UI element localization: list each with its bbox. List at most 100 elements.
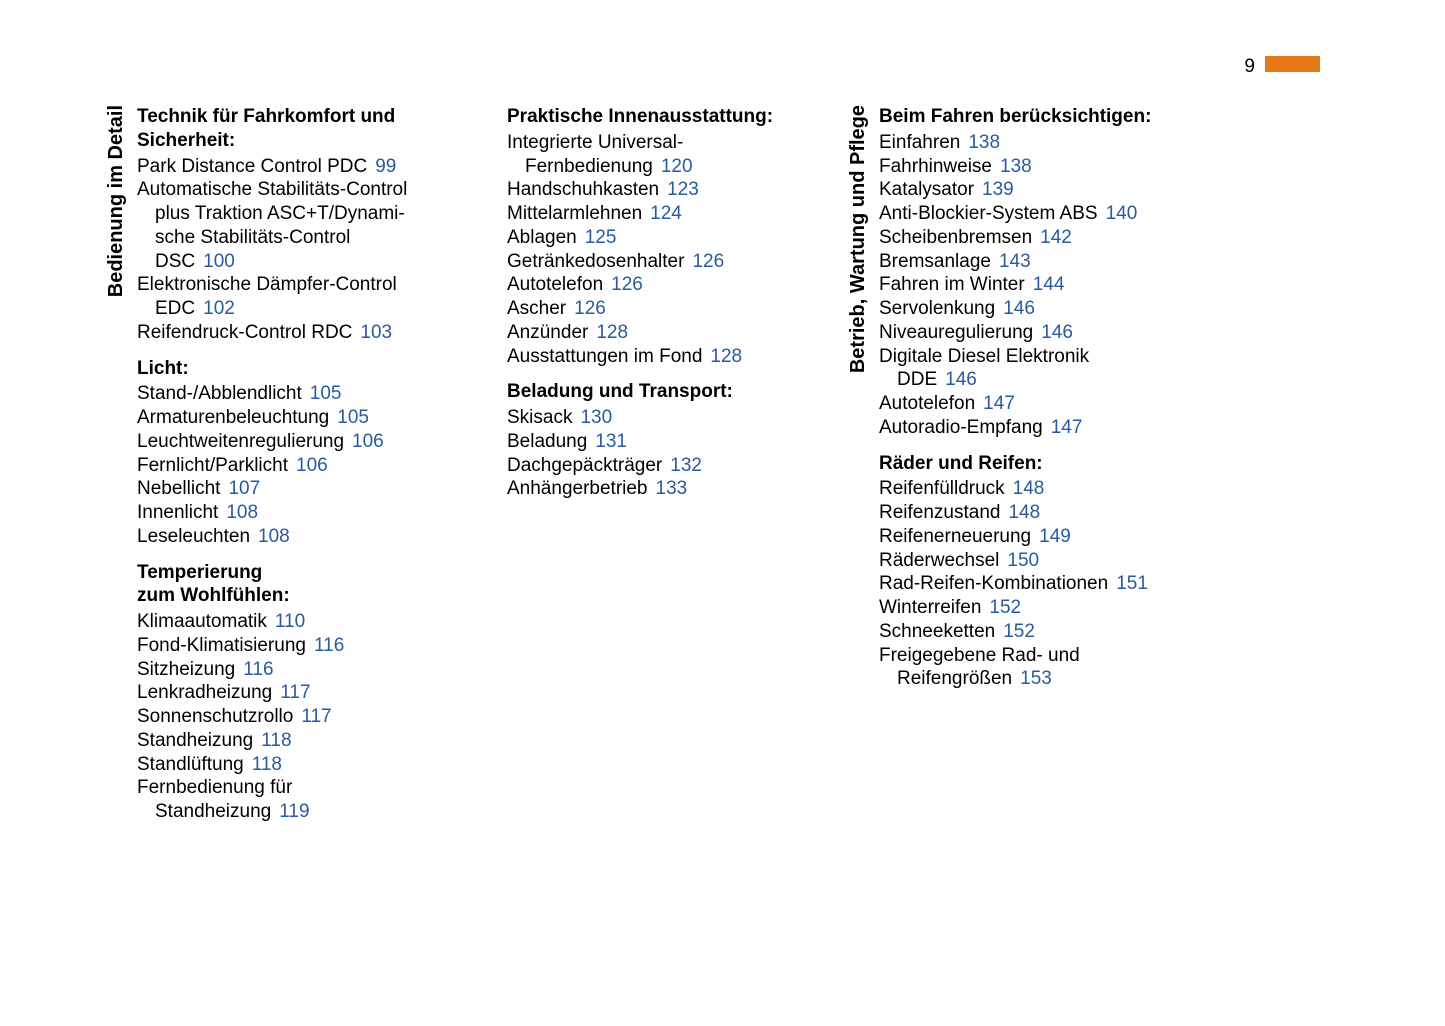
toc-entry[interactable]: Fond-Klimatisierung116 [137,634,467,658]
toc-entry[interactable]: Freigegebene Rad- undReifengrößen153 [879,644,1209,692]
toc-entry-page: 151 [1116,573,1148,594]
toc-entry-page: 138 [968,132,1000,153]
toc-entry[interactable]: Autoradio-Empfang147 [879,416,1209,440]
toc-entry[interactable]: Räderwechsel 150 [879,549,1209,573]
toc-entry-page: 110 [275,611,305,632]
toc-entry[interactable]: Reifendruck-Control RDC103 [137,321,467,345]
toc-entry-label: Integrierte Universal- [507,132,683,153]
toc-entry[interactable]: Klimaautomatik110 [137,610,467,634]
toc-entry-page: 105 [310,383,342,404]
toc-entry-page: 102 [203,298,235,319]
accent-tab [1265,56,1320,72]
toc-entry[interactable]: Reifenerneuerung149 [879,525,1209,549]
toc-entry-label: Fernlicht/Parklicht [137,455,288,476]
toc-entry[interactable]: Sonnenschutzrollo117 [137,705,467,729]
toc-entry[interactable]: Mittelarmlehnen124 [507,202,807,226]
column-body: Praktische Innenausstattung:Integrierte … [507,105,807,501]
toc-entry-page: 126 [574,298,606,319]
toc-entry-label: Schneeketten [879,621,995,642]
toc-entry[interactable]: Scheibenbremsen142 [879,226,1209,250]
toc-entry[interactable]: Nebellicht107 [137,477,467,501]
toc-entry[interactable]: Anhängerbetrieb133 [507,477,807,501]
toc-entry[interactable]: Fernbedienung fürStandheizung119 [137,776,467,824]
toc-entry[interactable]: Leuchtweitenregulierung 106 [137,430,467,454]
toc-entry[interactable]: Winterreifen152 [879,596,1209,620]
toc-entry-label: Leuchtweitenregulierung [137,431,344,452]
toc-entry[interactable]: Park Distance Control PDC99 [137,155,467,179]
toc-entry-page: 138 [1000,156,1032,177]
toc-entry-label: Räderwechsel [879,550,999,571]
toc-entry-page: 140 [1106,203,1138,224]
toc-entry-label: Niveauregulierung [879,322,1033,343]
toc-entry[interactable]: Digitale Diesel ElektronikDDE146 [879,345,1209,393]
toc-entry[interactable]: Stand-/Abblendlicht105 [137,382,467,406]
toc-entry-label: Fahrhinweise [879,156,992,177]
toc-entry-label: Scheibenbremsen [879,227,1032,248]
toc-entry[interactable]: Sitzheizung116 [137,658,467,682]
toc-entry-page: 150 [1007,550,1039,571]
toc-entry-label-cont: plus Traktion ASC+T/Dynami- [137,202,467,226]
toc-entry[interactable]: Lenkradheizung117 [137,681,467,705]
toc-entry[interactable]: Autotelefon126 [507,273,807,297]
toc-entry-page: 146 [1003,298,1035,319]
toc-entry-page: 116 [314,635,344,656]
toc-entry[interactable]: Ausstattungen im Fond128 [507,345,807,369]
toc-entry[interactable]: Skisack130 [507,406,807,430]
toc-entry-label: Armaturenbeleuchtung [137,407,329,428]
toc-entry[interactable]: Armaturenbeleuchtung105 [137,406,467,430]
toc-entry[interactable]: Getränkedosenhalter126 [507,250,807,274]
toc-entry[interactable]: Integrierte Universal-Fernbedienung120 [507,131,807,179]
toc-entry-page: 125 [585,227,617,248]
section-title: Technik für Fahrkomfort und Sicherheit: [137,105,467,153]
toc-column: Praktische Innenausstattung:Integrierte … [507,105,807,824]
toc-entry[interactable]: Standlüftung118 [137,753,467,777]
toc-entry[interactable]: Fahren im Winter144 [879,273,1209,297]
toc-entry[interactable]: Rad-Reifen-Kombinationen 151 [879,572,1209,596]
toc-entry[interactable]: Anti-Blockier-System ABS 140 [879,202,1209,226]
toc-entry[interactable]: Elektronische Dämpfer-ControlEDC102 [137,273,467,321]
toc-entry[interactable]: Anzünder128 [507,321,807,345]
toc-entry[interactable]: Leseleuchten108 [137,525,467,549]
toc-entry-page: 106 [352,431,384,452]
toc-entry[interactable]: Fahrhinweise 138 [879,155,1209,179]
toc-entry-label: Beladung [507,431,587,452]
toc-entry-label: Fahren im Winter [879,274,1025,295]
toc-entry[interactable]: Automatische Stabilitäts-Controlplus Tra… [137,178,467,273]
toc-entry-page: 123 [667,179,699,200]
toc-entry[interactable]: Reifenfülldruck148 [879,477,1209,501]
toc-entry[interactable]: Einfahren138 [879,131,1209,155]
toc-entry-label: Freigegebene Rad- und [879,645,1080,666]
toc-entry-label: Rad-Reifen-Kombinationen [879,573,1108,594]
toc-entry-page: 106 [296,455,328,476]
toc-entry[interactable]: Ascher126 [507,297,807,321]
toc-entry-label: Lenkradheizung [137,682,272,703]
toc-entry[interactable]: Reifenzustand148 [879,501,1209,525]
toc-entry[interactable]: Innenlicht108 [137,501,467,525]
toc-entry-page: 108 [258,526,290,547]
toc-entry-label: Standlüftung [137,754,244,775]
toc-entry-label: Sitzheizung [137,659,235,680]
toc-entry-page: 153 [1020,668,1052,689]
toc-entry-page: 128 [710,346,742,367]
toc-entry[interactable]: Ablagen125 [507,226,807,250]
toc-entry[interactable]: Schneeketten 152 [879,620,1209,644]
toc-entry[interactable]: Bremsanlage143 [879,250,1209,274]
section-title: Räder und Reifen: [879,452,1209,476]
toc-entry-label: Anti-Blockier-System ABS [879,203,1098,224]
toc-entry[interactable]: Standheizung118 [137,729,467,753]
toc-entry-page: 152 [1003,621,1035,642]
toc-entry[interactable]: Fernlicht/Parklicht 106 [137,454,467,478]
toc-entry[interactable]: Niveauregulierung146 [879,321,1209,345]
toc-entry[interactable]: Katalysator139 [879,178,1209,202]
toc-entry[interactable]: Autotelefon147 [879,392,1209,416]
toc-entry-page: 149 [1039,526,1071,547]
toc-entry-page: 148 [1008,502,1040,523]
toc-entry-label: Autotelefon [507,274,603,295]
toc-entry-page: 132 [670,455,702,476]
toc-entry[interactable]: Beladung131 [507,430,807,454]
toc-entry-page: 107 [228,478,260,499]
toc-entry[interactable]: Dachgepäckträger132 [507,454,807,478]
toc-entry-label: Autoradio-Empfang [879,417,1043,438]
toc-entry[interactable]: Handschuhkasten123 [507,178,807,202]
toc-entry[interactable]: Servolenkung146 [879,297,1209,321]
